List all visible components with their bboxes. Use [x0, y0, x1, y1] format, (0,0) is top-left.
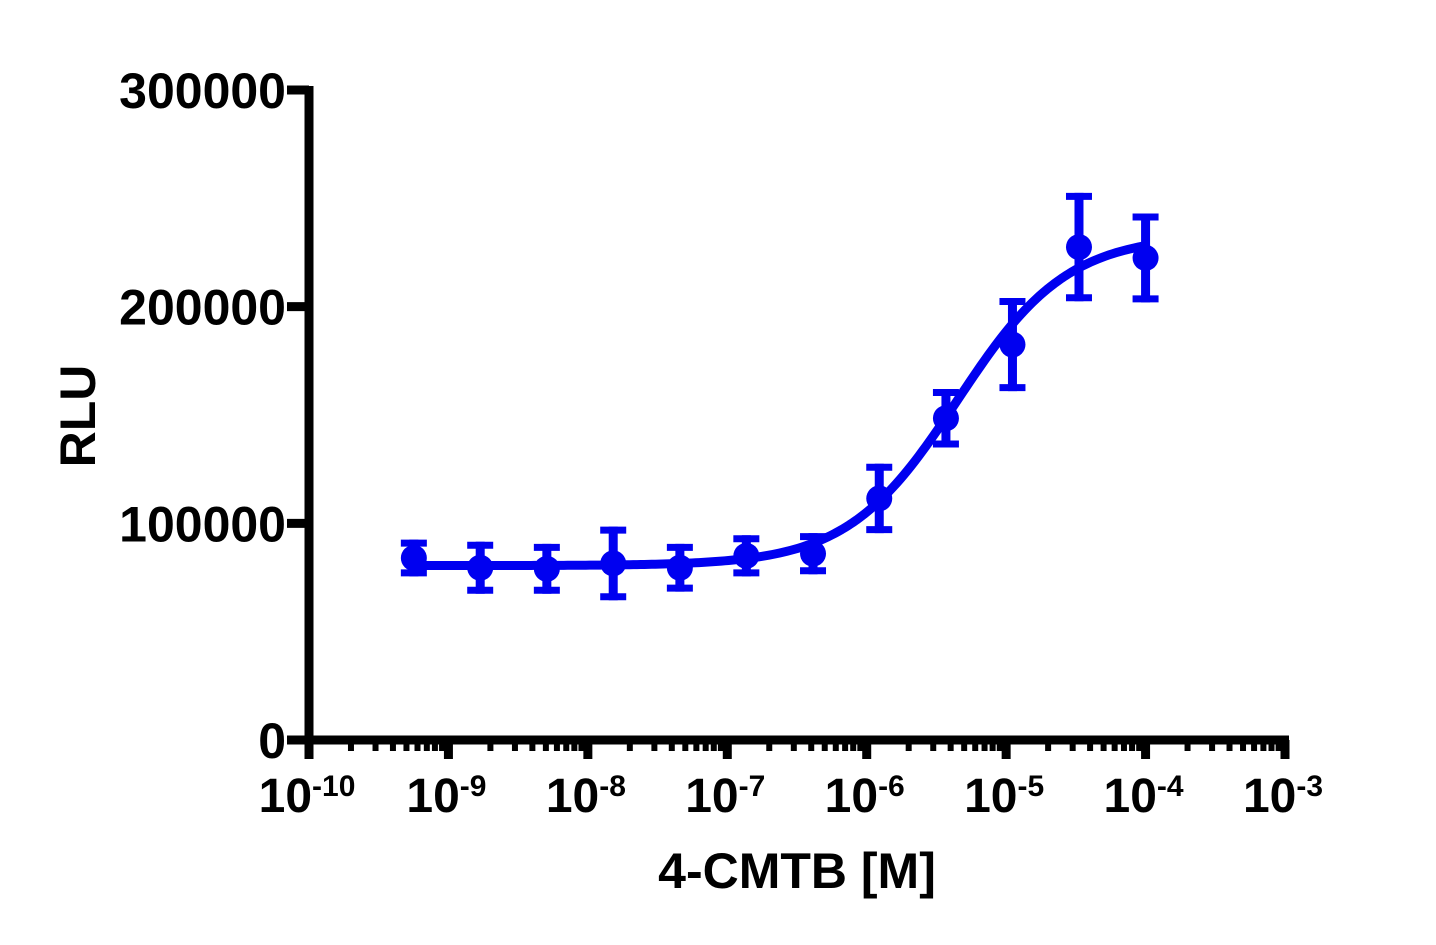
fit-curve-path [409, 241, 1151, 571]
y-tick-label: 300000 [119, 63, 286, 119]
marker-circle-icon [932, 405, 959, 432]
y-tick-label: 200000 [119, 280, 286, 336]
data-point [866, 463, 893, 534]
x-tick-label: 10-9 [406, 770, 486, 823]
marker-circle-icon [1065, 234, 1092, 261]
data-point [400, 539, 427, 577]
data-point [733, 535, 760, 577]
axis-labels: 0 100000 200000 300000 10-10 10-9 10-8 10-7 10-6… [119, 63, 1323, 823]
x-tick-label: 10-7 [685, 770, 765, 823]
data-point [800, 533, 827, 575]
data-point [1065, 192, 1092, 302]
fit-curve [409, 241, 1151, 571]
marker-circle-icon [467, 554, 494, 581]
data-point [600, 526, 627, 601]
data-point [533, 543, 560, 594]
x-tick-label: 10-3 [1243, 770, 1323, 823]
data-point [999, 298, 1026, 392]
y-tick-label: 100000 [119, 496, 286, 552]
x-tick-label: 10-10 [259, 770, 356, 823]
data-point [666, 543, 693, 592]
data-point [932, 389, 959, 448]
data-points [400, 192, 1159, 601]
x-tick-label: 10-8 [546, 770, 626, 823]
marker-circle-icon [400, 545, 427, 571]
marker-circle-icon [533, 555, 560, 582]
x-tick-label: 10-5 [964, 770, 1044, 823]
x-tick-label: 10-4 [1104, 770, 1184, 823]
y-axis-title: RLU [50, 365, 106, 468]
data-point [1132, 213, 1159, 303]
marker-circle-icon [866, 485, 893, 512]
y-tick-label: 0 [258, 713, 286, 769]
marker-circle-icon [666, 554, 693, 581]
marker-circle-icon [733, 542, 760, 569]
marker-circle-icon [800, 540, 827, 567]
marker-circle-icon [1132, 244, 1159, 271]
data-point [467, 541, 494, 594]
axes [287, 85, 1290, 759]
marker-circle-icon [600, 550, 627, 577]
marker-circle-icon [999, 331, 1026, 358]
x-axis-title: 4-CMTB [M] [658, 843, 936, 899]
x-tick-label: 10-6 [825, 770, 905, 823]
